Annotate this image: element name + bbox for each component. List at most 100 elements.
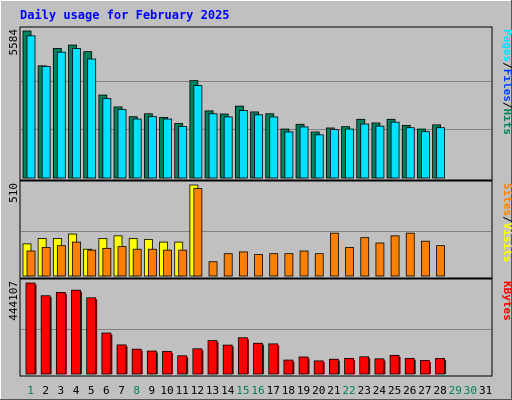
bar-pages <box>56 51 66 179</box>
bar-pages <box>360 123 370 179</box>
bar-sites <box>208 261 218 277</box>
bar-sites <box>72 241 81 277</box>
bar-pages <box>329 129 339 179</box>
day-label: 4 <box>73 384 80 397</box>
bar-kbytes <box>253 342 263 375</box>
bar-sites <box>117 246 127 277</box>
legend-entry: / <box>501 216 512 223</box>
bar-sites <box>193 188 203 277</box>
day-label: 24 <box>373 384 387 397</box>
bar-pages <box>269 116 279 179</box>
bar-pages <box>390 121 400 179</box>
legend-entry: Pages <box>501 29 512 62</box>
bar-sites <box>41 247 51 277</box>
panel-legend: KBytes <box>501 281 512 321</box>
bar-kbytes <box>298 356 309 375</box>
bar-pages <box>147 116 157 179</box>
day-label: 14 <box>221 384 235 397</box>
day-label: 5 <box>88 384 95 397</box>
bar-pages <box>178 126 188 179</box>
bar-pages <box>436 127 445 179</box>
bar-kbytes <box>86 297 97 375</box>
panel-legend: Sites/Visits <box>501 183 512 263</box>
bar-pages <box>193 85 203 179</box>
bar-kbytes <box>283 359 294 375</box>
bar-kbytes <box>131 348 142 375</box>
legend-entry: KBytes <box>501 281 512 321</box>
bar-pages <box>421 131 430 179</box>
day-label: 22 <box>342 384 355 397</box>
bar-sites <box>421 240 430 277</box>
panel-legend: Pages/Files/Hits <box>501 29 512 135</box>
bar-sites <box>345 247 354 277</box>
bar-kbytes <box>192 348 203 375</box>
bar-kbytes <box>313 360 324 375</box>
day-label: 11 <box>176 384 189 397</box>
day-label: 2 <box>42 384 49 397</box>
bar-pages <box>117 109 127 179</box>
bar-pages <box>41 65 51 179</box>
day-label: 27 <box>418 384 431 397</box>
bar-sites <box>284 253 294 277</box>
chart-panels: 5584Pages/Files/Hits510Sites/Visits44410… <box>7 26 512 377</box>
bar-kbytes <box>177 355 188 375</box>
bar-sites <box>405 232 415 277</box>
bar-pages <box>208 113 218 179</box>
bar-sites <box>132 248 142 277</box>
day-label: 17 <box>267 384 280 397</box>
bar-pages <box>223 116 233 179</box>
bar-kbytes <box>116 344 127 375</box>
bar-kbytes <box>40 295 51 375</box>
bar-sites <box>329 232 339 277</box>
legend-entry: Hits <box>501 109 512 136</box>
day-label: 21 <box>327 384 340 397</box>
bar-kbytes <box>344 358 354 375</box>
bar-kbytes <box>162 351 172 375</box>
bar-kbytes <box>359 356 370 375</box>
day-label: 16 <box>251 384 264 397</box>
bar-pages <box>405 127 415 179</box>
bar-sites <box>147 248 157 277</box>
axis-max-label: 5584 <box>7 29 20 56</box>
legend-entry: / <box>501 102 512 109</box>
day-label: 13 <box>206 384 219 397</box>
bar-sites <box>178 249 188 277</box>
day-label: 19 <box>297 384 310 397</box>
day-label: 6 <box>103 384 110 397</box>
bar-sites <box>254 254 263 277</box>
bar-sites <box>390 235 400 277</box>
legend-entry: Files <box>501 69 512 102</box>
bar-pages <box>102 98 112 179</box>
bar-pages <box>87 58 97 179</box>
day-label: 18 <box>282 384 295 397</box>
bar-sites <box>102 247 112 277</box>
bar-pages <box>314 134 324 179</box>
bar-sites <box>375 242 385 277</box>
day-label: 20 <box>312 384 325 397</box>
bar-kbytes <box>71 289 81 375</box>
bar-kbytes <box>268 343 279 375</box>
bar-pages <box>72 48 81 179</box>
bar-kbytes <box>374 358 385 375</box>
day-label: 26 <box>403 384 416 397</box>
bar-kbytes <box>146 350 157 375</box>
day-label: 1 <box>27 384 34 397</box>
panel-kbytes: 444107 KBytes <box>7 278 512 377</box>
bar-sites <box>269 253 279 277</box>
day-label: 10 <box>160 384 173 397</box>
bar-kbytes <box>207 340 218 375</box>
bar-pages <box>254 114 263 179</box>
bar-sites <box>314 253 324 277</box>
bar-kbytes <box>237 337 248 375</box>
bar-kbytes <box>25 282 36 375</box>
axis-max-label: 510 <box>7 183 20 203</box>
bar-kbytes <box>420 360 430 375</box>
bar-kbytes <box>404 358 415 375</box>
axis-max-label: 444107 <box>7 281 20 321</box>
day-labels: 1 2 3 4 5 6 7 8 9 10 11 12 13 14 15 16 17 18 19 20 21 22 23 24 2… <box>27 384 492 397</box>
day-label: 25 <box>388 384 401 397</box>
bar-sites <box>223 253 233 277</box>
panel-visits-sites: 510 Sites/Visits <box>7 180 512 279</box>
